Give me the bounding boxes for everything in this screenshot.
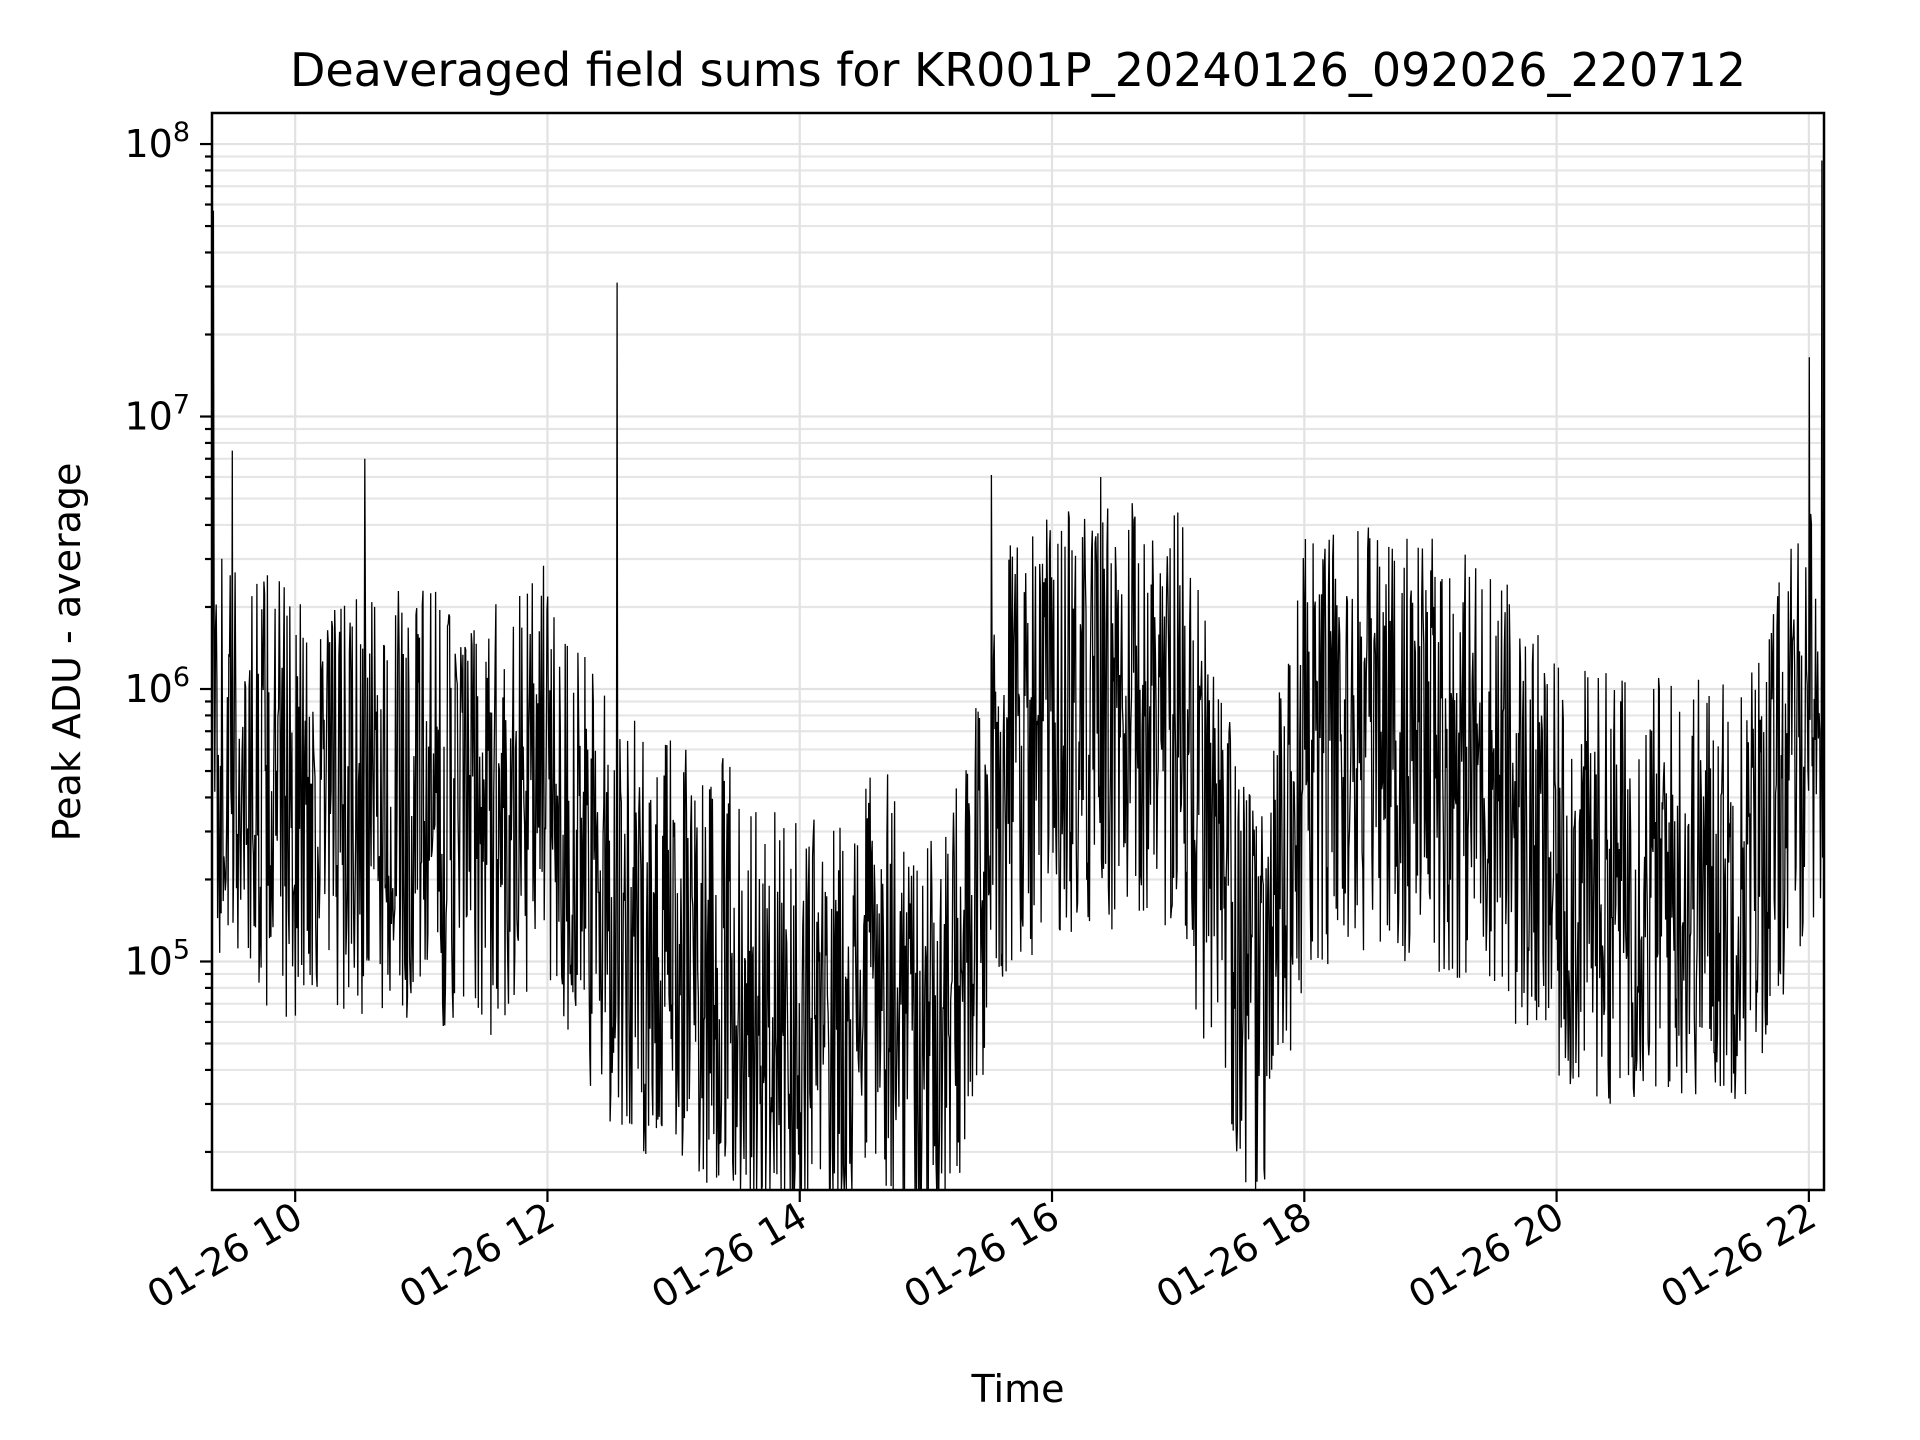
y-tick-label: 107 xyxy=(124,390,190,439)
x-axis-label: Time xyxy=(971,1367,1065,1411)
y-tick-label: 108 xyxy=(124,117,190,166)
series-line xyxy=(211,160,1825,1191)
y-axis-label: Peak ADU - average xyxy=(45,463,89,842)
series-layer xyxy=(211,160,1825,1191)
chart-title: Deaveraged field sums for KR001P_2024012… xyxy=(290,43,1746,97)
y-tick-label: 106 xyxy=(124,662,190,711)
plot-frame xyxy=(210,111,1826,1192)
y-tick-label: 105 xyxy=(124,934,190,983)
